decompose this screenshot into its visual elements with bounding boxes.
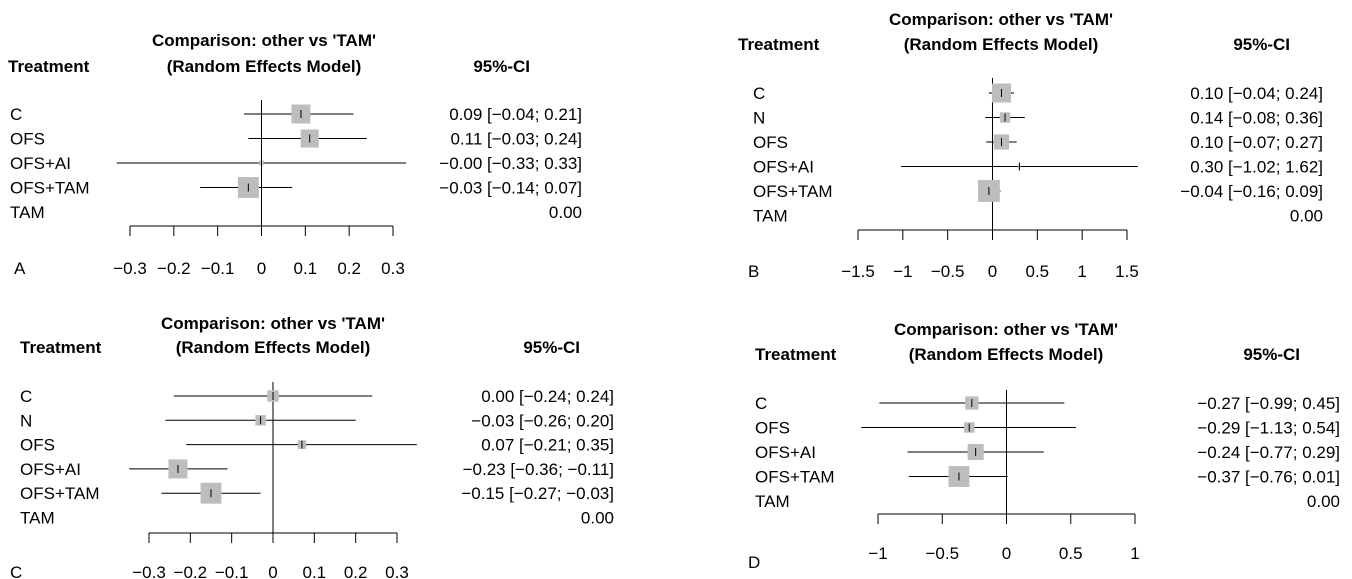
- x-tick-label: −0.5: [925, 544, 959, 563]
- x-tick-label: 0.1: [294, 259, 318, 278]
- effect-ci-text: −0.27 [−0.99; 0.45]: [1197, 394, 1340, 413]
- treatment-label: OFS+TAM: [10, 179, 90, 198]
- treatment-label: OFS+AI: [753, 158, 814, 177]
- effect-ci-text: −0.03 [−0.14; 0.07]: [439, 179, 582, 198]
- x-tick-label: 0.1: [303, 563, 327, 579]
- panel-label: C: [10, 563, 22, 579]
- treatment-label: TAM: [753, 207, 788, 226]
- effect-ci-text: 0.11 [−0.03; 0.24]: [450, 130, 582, 149]
- x-tick-label: 0.3: [381, 259, 405, 278]
- effect-ci-text: 0.00 [−0.24; 0.24]: [481, 387, 614, 406]
- x-tick-label: −0.5: [931, 262, 965, 281]
- plot-title-line2: (Random Effects Model): [176, 338, 371, 357]
- x-tick-label: 0: [1002, 544, 1011, 563]
- effect-ci-text: −0.03 [−0.26; 0.20]: [471, 411, 614, 430]
- treatment-header: Treatment: [8, 57, 90, 76]
- plot-title-line1: Comparison: other vs 'TAM': [889, 10, 1113, 29]
- x-tick-label: −0.3: [113, 259, 147, 278]
- x-tick-label: 1: [1130, 544, 1139, 563]
- x-tick-label: 1.5: [1115, 262, 1139, 281]
- x-tick-label: 0: [988, 262, 997, 281]
- effect-ci-text: 0.14 [−0.08; 0.36]: [1190, 109, 1323, 128]
- effect-ci-text: −0.23 [−0.36; −0.11]: [463, 460, 614, 479]
- x-tick-label: −0.3: [132, 563, 166, 579]
- panel-label: D: [748, 553, 760, 572]
- treatment-label: C: [755, 394, 767, 413]
- x-tick-label: 1: [1077, 262, 1086, 281]
- plot-title-line1: Comparison: other vs 'TAM': [894, 320, 1118, 339]
- x-tick-label: −0.1: [201, 259, 235, 278]
- treatment-label: TAM: [20, 509, 55, 528]
- treatment-label: TAM: [755, 492, 790, 511]
- treatment-header: Treatment: [755, 345, 837, 364]
- treatment-label: OFS: [753, 133, 788, 152]
- treatment-label: OFS: [755, 419, 790, 438]
- effect-ci-text: −0.04 [−0.16; 0.09]: [1180, 182, 1323, 201]
- treatment-label: N: [20, 411, 32, 430]
- effect-ci-text: −0.37 [−0.76; 0.01]: [1197, 468, 1340, 487]
- ci-header: 95%-CI: [523, 338, 580, 357]
- treatment-label: OFS+AI: [10, 154, 71, 173]
- effect-ci-text: −0.24 [−0.77; 0.29]: [1197, 443, 1340, 462]
- x-tick-label: 0.5: [1059, 544, 1083, 563]
- treatment-label: OFS+AI: [755, 443, 816, 462]
- treatment-label: C: [10, 105, 22, 124]
- treatment-label: OFS+TAM: [753, 182, 833, 201]
- effect-ci-text: 0.07 [−0.21; 0.35]: [481, 436, 614, 455]
- effect-ci-text: 0.30 [−1.02; 1.62]: [1190, 158, 1323, 177]
- treatment-label: OFS+AI: [20, 460, 81, 479]
- effect-ci-text: 0.00: [581, 509, 614, 528]
- ci-header: 95%-CI: [1243, 345, 1300, 364]
- effect-ci-text: 0.10 [−0.07; 0.27]: [1190, 133, 1323, 152]
- x-tick-label: 0.2: [344, 563, 368, 579]
- treatment-label: OFS+TAM: [20, 484, 100, 503]
- plot-title-line2: (Random Effects Model): [167, 57, 362, 76]
- ci-header: 95%-CI: [473, 57, 530, 76]
- x-tick-label: −1: [868, 544, 887, 563]
- x-tick-label: −1: [893, 262, 912, 281]
- treatment-label: C: [753, 84, 765, 103]
- effect-ci-text: 0.10 [−0.04; 0.24]: [1190, 84, 1323, 103]
- treatment-label: OFS+TAM: [755, 468, 835, 487]
- effect-ci-text: −0.29 [−1.13; 0.54]: [1197, 419, 1340, 438]
- x-tick-label: 0.2: [337, 259, 361, 278]
- effect-ci-text: −0.00 [−0.33; 0.33]: [439, 154, 582, 173]
- x-tick-label: −0.2: [157, 259, 191, 278]
- effect-ci-text: 0.00: [1290, 207, 1323, 226]
- effect-ci-text: −0.15 [−0.27; −0.03]: [461, 484, 614, 503]
- plot-title-line2: (Random Effects Model): [909, 345, 1104, 364]
- treatment-label: C: [20, 387, 32, 406]
- treatment-header: Treatment: [738, 35, 820, 54]
- treatment-label: OFS: [20, 436, 55, 455]
- treatment-header: Treatment: [20, 338, 102, 357]
- ci-header: 95%-CI: [1233, 35, 1290, 54]
- x-tick-label: 0: [257, 259, 266, 278]
- effect-ci-text: 0.00: [1307, 492, 1340, 511]
- x-tick-label: 0: [268, 563, 277, 579]
- plot-title-line2: (Random Effects Model): [904, 35, 1099, 54]
- x-tick-label: −0.2: [174, 563, 208, 579]
- x-tick-label: −0.1: [215, 563, 249, 579]
- panel-label: B: [748, 262, 759, 281]
- plot-title-line1: Comparison: other vs 'TAM': [161, 314, 385, 333]
- x-tick-label: 0.3: [385, 563, 409, 579]
- effect-ci-text: 0.09 [−0.04; 0.21]: [449, 105, 582, 124]
- x-tick-label: 0.5: [1026, 262, 1050, 281]
- treatment-label: TAM: [10, 203, 45, 222]
- treatment-label: N: [753, 109, 765, 128]
- x-tick-label: −1.5: [841, 262, 875, 281]
- plot-title-line1: Comparison: other vs 'TAM': [152, 31, 376, 50]
- panel-label: A: [14, 259, 26, 278]
- effect-ci-text: 0.00: [549, 203, 582, 222]
- treatment-label: OFS: [10, 130, 45, 149]
